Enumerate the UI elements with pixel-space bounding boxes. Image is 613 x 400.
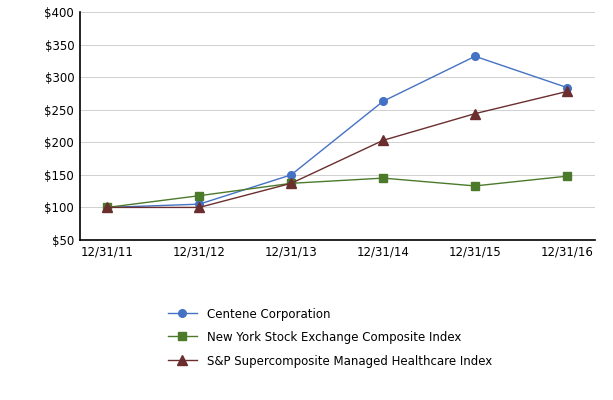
Legend: Centene Corporation, New York Stock Exchange Composite Index, S&P Supercomposite: Centene Corporation, New York Stock Exch… — [163, 303, 497, 373]
